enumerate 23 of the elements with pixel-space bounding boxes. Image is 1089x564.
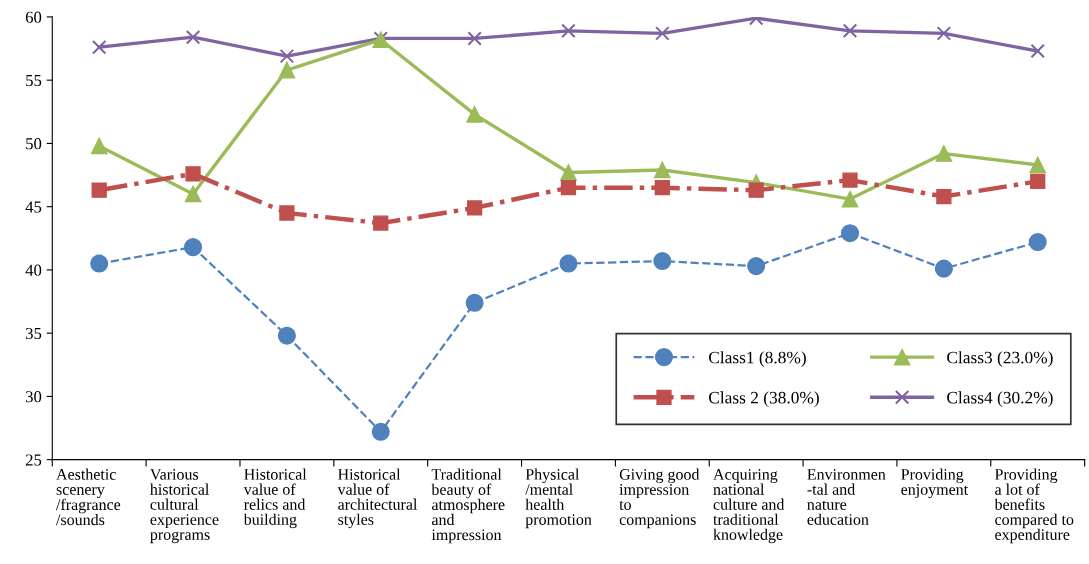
y-tick-label: 35 bbox=[25, 327, 42, 340]
y-tick-label: 60 bbox=[25, 11, 42, 23]
y-tick-label: 45 bbox=[25, 201, 42, 213]
x-tick-label: Providing enjoyment bbox=[901, 468, 969, 499]
x-tick-label: Traditional beauty of atmosphere and impression bbox=[431, 468, 505, 544]
legend-label: Class4 (30.2%) bbox=[947, 391, 1053, 408]
legend-label: Class1 (8.8%) bbox=[708, 351, 806, 367]
y-tick-label: 25 bbox=[25, 454, 42, 466]
legend-label: Class3 (23.0%) bbox=[947, 351, 1053, 367]
y-tick-label: 40 bbox=[25, 264, 42, 276]
y-tick-label: 30 bbox=[25, 391, 42, 403]
x-tick-label: Giving good impression to companions bbox=[619, 468, 700, 529]
x-tick-label: Environmen -tal and nature education bbox=[807, 469, 886, 525]
y-tick-label: 50 bbox=[26, 138, 42, 150]
x-tick-label: Providing a lot of benefits compared to expenditure bbox=[994, 468, 1074, 544]
x-tick-label: Various historical cultural experience programs bbox=[150, 469, 219, 544]
x-tick-label: Physical /mental health promotion bbox=[525, 468, 592, 529]
x-tick-label: Acquiring national culture and traditional knowledge bbox=[713, 468, 785, 544]
x-tick-label: Aesthetic scenery /fragrance /sounds bbox=[56, 468, 121, 526]
x-tick-label: Historical value of relics and building bbox=[243, 468, 307, 529]
x-tick-label: Historical value of architectural styles bbox=[337, 468, 418, 529]
y-tick-label: 55 bbox=[26, 75, 42, 87]
legend-label: Class 2 (38.0%) bbox=[708, 391, 819, 408]
